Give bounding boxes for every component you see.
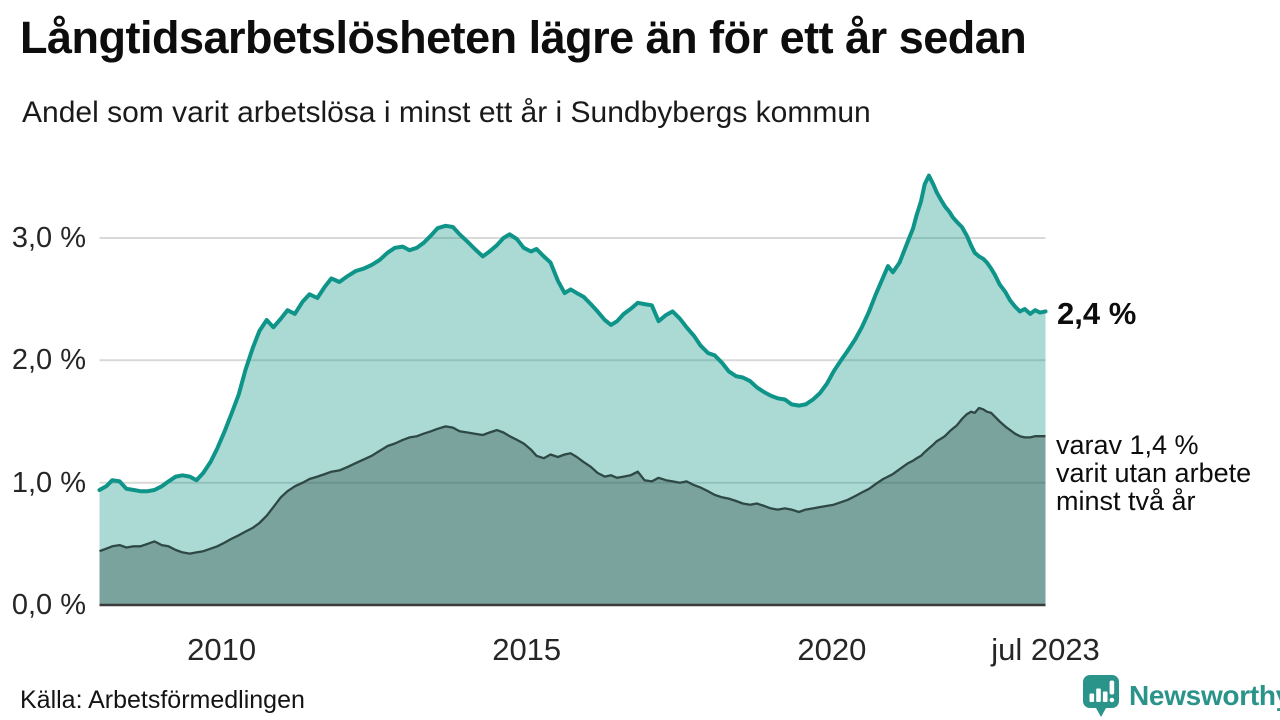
newsworthy-bubble-barchart-icon [1083, 675, 1119, 717]
x-tick-label: 2015 [492, 632, 562, 667]
newsworthy-logo: Newsworthy [1082, 674, 1280, 718]
end-label-two-years: varav 1,4 % varit utan arbete minst två … [1056, 431, 1251, 515]
series-two-years-area [99, 408, 1046, 605]
x-axis: 2010 2015 2020 jul 2023 [0, 632, 1280, 672]
y-axis: 0,0 % 1,0 % 2,0 % 3,0 % [0, 0, 86, 720]
newsworthy-logo-text: Newsworthy [1129, 680, 1280, 711]
y-tick-label: 3,0 % [11, 222, 86, 254]
series-two-years-line [99, 406, 1046, 555]
series-total-area [99, 175, 1046, 605]
end-label-total: 2,4 % [1057, 296, 1137, 332]
series-total-line [97, 173, 1048, 494]
x-tick-label: 2020 [797, 632, 867, 667]
y-tick-label: 1,0 % [11, 466, 86, 499]
end-label-two-years-line3: minst två år [1056, 486, 1196, 517]
end-label-two-years-line2: varit utan arbete [1056, 458, 1252, 489]
source-note: Källa: Arbetsförmedlingen [20, 686, 305, 714]
y-tick-label: 0,0 % [11, 589, 86, 621]
y-tick-label: 2,0 % [11, 344, 86, 377]
page-title: Långtidsarbetslösheten lägre än för ett … [20, 12, 1027, 63]
end-label-two-years-line1: varav 1,4 % [1056, 430, 1199, 461]
x-tick-label: 2010 [187, 632, 257, 667]
x-tick-label: jul 2023 [991, 632, 1100, 667]
chart-subtitle: Andel som varit arbetslösa i minst ett å… [22, 96, 871, 129]
